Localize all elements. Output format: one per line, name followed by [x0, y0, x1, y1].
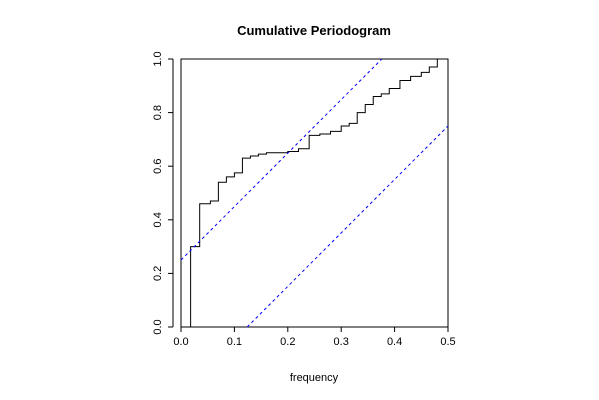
confidence-band-line-1: [180, 58, 383, 261]
x-tick-label: 0.1: [227, 336, 242, 348]
x-tick-label: 0.2: [280, 336, 295, 348]
periodogram-step-line: [190, 58, 448, 327]
series-layer: [180, 58, 449, 328]
y-axis: 0.0 0.2 0.4 0.6 0.8 1.0: [152, 51, 174, 335]
plot-frame: [180, 58, 449, 328]
x-tick-label: 0.0: [173, 336, 188, 348]
confidence-band-line-2: [246, 125, 449, 328]
x-tick-label: 0.3: [334, 336, 349, 348]
x-axis-label: frequency: [290, 372, 339, 384]
y-tick-label: 0.6: [152, 159, 164, 174]
y-tick-label: 0.8: [152, 105, 164, 120]
chart-title: Cumulative Periodogram: [237, 23, 391, 38]
y-tick-label: 0.2: [152, 266, 164, 281]
x-axis: 0.0 0.1 0.2 0.3 0.4 0.5: [173, 326, 456, 348]
x-tick-label: 0.5: [440, 336, 455, 348]
y-tick-label: 0.4: [152, 212, 164, 227]
y-tick-label: 0.0: [152, 319, 164, 334]
y-tick-label: 1.0: [152, 51, 164, 66]
x-tick-label: 0.4: [387, 336, 402, 348]
